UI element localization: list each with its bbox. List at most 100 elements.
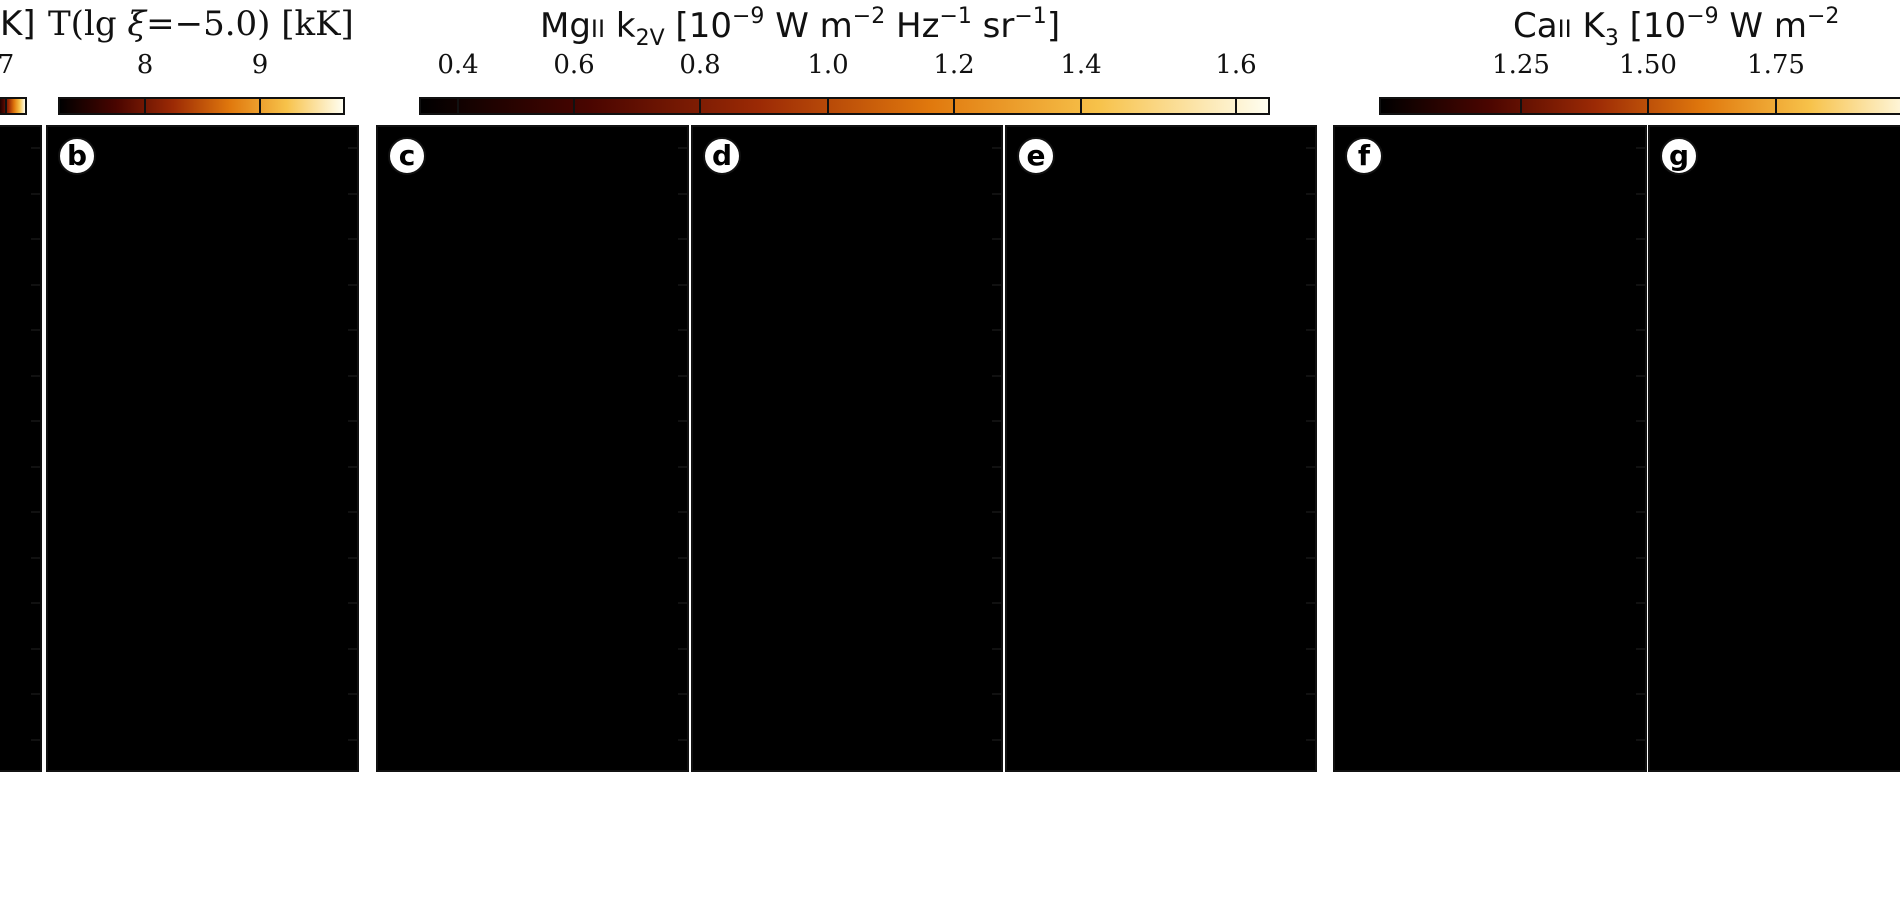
- axis-tick: [678, 511, 687, 513]
- title-part: Hz: [885, 6, 940, 46]
- axis-tick: [992, 374, 1001, 377]
- axis-tick: [31, 647, 40, 650]
- colorbar-tick: [1080, 99, 1082, 113]
- colorbar-tick-label: 1.2: [933, 50, 975, 80]
- axis-tick: [1306, 647, 1315, 650]
- axis-tick: [992, 511, 1001, 513]
- axis-tick: [1636, 602, 1645, 604]
- title-part: −1: [939, 4, 972, 29]
- colorbar-tick-label: 1.4: [1060, 50, 1102, 80]
- colorbar-tick-label: 1.6: [1215, 50, 1257, 80]
- colorbar-tick: [5, 99, 7, 113]
- axis-tick: [992, 602, 1001, 604]
- axis-tick: [678, 329, 687, 331]
- map-image: [378, 127, 687, 770]
- image-panel: b: [46, 125, 359, 772]
- axis-tick: [31, 192, 40, 195]
- axis-tick: [348, 283, 357, 286]
- axis-tick: [1306, 465, 1315, 468]
- title-part: W m: [1718, 6, 1807, 46]
- colorbar-tick-label: 0.6: [553, 50, 595, 80]
- axis-tick: [992, 192, 1001, 195]
- colorbar-title: CaII K3 [10−9 W m−2: [1513, 4, 1839, 51]
- axis-tick: [348, 511, 357, 513]
- panel-label: c: [388, 137, 426, 175]
- axis-tick: [31, 420, 40, 422]
- axis-tick: [678, 192, 687, 195]
- axis-tick: [992, 283, 1001, 286]
- axis-tick: [1306, 420, 1315, 422]
- panel-label: e: [1017, 137, 1055, 175]
- axis-tick: [348, 238, 357, 240]
- axis-tick: [992, 147, 1001, 149]
- axis-tick: [1636, 556, 1645, 559]
- axis-tick: [1636, 738, 1645, 741]
- panel-label: g: [1660, 137, 1698, 175]
- panel-label: f: [1345, 137, 1383, 175]
- title-part: 2V: [635, 26, 665, 51]
- axis-tick: [1636, 283, 1645, 286]
- axis-tick: [1306, 329, 1315, 331]
- colorbar-tick-label: 1.50: [1619, 50, 1677, 80]
- axis-tick: [348, 602, 357, 604]
- colorbar: [58, 97, 345, 115]
- axis-tick: [1636, 374, 1645, 377]
- axis-tick: [678, 374, 687, 377]
- title-part: K]: [0, 4, 36, 44]
- title-part: [10: [1618, 6, 1687, 46]
- colorbar-tick-label: 1.0: [807, 50, 849, 80]
- colorbar-tick-label: 0.4: [437, 50, 479, 80]
- axis-tick: [678, 647, 687, 650]
- axis-tick: [992, 556, 1001, 559]
- axis-tick: [1306, 147, 1315, 149]
- title-part: =−5.0) [kK]: [146, 4, 354, 44]
- axis-tick: [992, 465, 1001, 468]
- axis-tick: [1306, 556, 1315, 559]
- colorbar-tick: [573, 99, 575, 113]
- axis-tick: [31, 556, 40, 559]
- colorbar-tick: [953, 99, 955, 113]
- axis-tick: [348, 329, 357, 331]
- map-image: [1335, 127, 1645, 770]
- image-panel: [0, 125, 42, 772]
- axis-tick: [1636, 647, 1645, 650]
- axis-tick: [1636, 511, 1645, 513]
- axis-tick: [678, 693, 687, 695]
- colorbar-title: K]: [0, 4, 36, 44]
- axis-tick: [1306, 283, 1315, 286]
- axis-tick: [348, 556, 357, 559]
- axis-tick: [1306, 238, 1315, 240]
- colorbar-tick-label: 7: [0, 50, 15, 80]
- title-part: Mg: [540, 6, 591, 46]
- colorbar-title: MgII k2V [10−9 W m−2 Hz−1 sr−1]: [540, 4, 1060, 51]
- colorbar-tick: [1520, 99, 1522, 113]
- axis-tick: [678, 420, 687, 422]
- axis-tick: [1306, 693, 1315, 695]
- map-image: [1650, 127, 1900, 770]
- axis-tick: [348, 465, 357, 468]
- axis-tick: [348, 647, 357, 650]
- axis-tick: [678, 465, 687, 468]
- axis-tick: [678, 738, 687, 741]
- title-part: ]: [1046, 6, 1061, 46]
- axis-tick: [31, 738, 40, 741]
- axis-tick: [1306, 511, 1315, 513]
- colorbar: [1379, 97, 1900, 115]
- image-panel: d: [691, 125, 1003, 772]
- title-part: II: [1557, 15, 1572, 43]
- axis-tick: [992, 647, 1001, 650]
- axis-tick: [348, 738, 357, 741]
- colorbar-tick-label: 8: [136, 50, 154, 80]
- colorbar-tick-label: 0.8: [679, 50, 721, 80]
- axis-tick: [1636, 465, 1645, 468]
- axis-tick: [1636, 147, 1645, 149]
- axis-tick: [348, 693, 357, 695]
- axis-tick: [348, 147, 357, 149]
- title-part: −1: [1014, 4, 1047, 29]
- colorbar-tick: [457, 99, 459, 113]
- map-image: [1007, 127, 1315, 770]
- title-part: −2: [1806, 4, 1840, 29]
- axis-tick: [1636, 192, 1645, 195]
- title-part: [10: [664, 6, 732, 46]
